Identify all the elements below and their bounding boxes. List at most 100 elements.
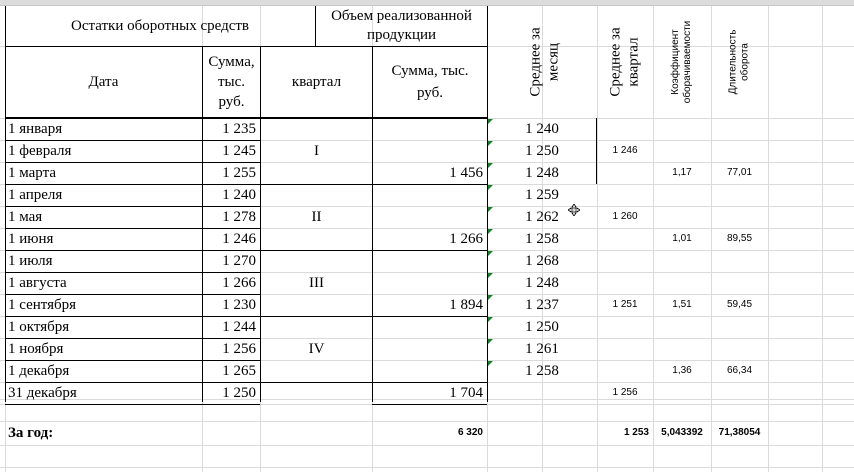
row-date[interactable]: 1 июля — [8, 253, 53, 269]
row-coef[interactable] — [653, 272, 711, 294]
row-avg-month[interactable]: 1 237 — [525, 297, 559, 313]
row-coef[interactable] — [653, 118, 711, 140]
row-sum[interactable]: 1 235 — [222, 121, 256, 137]
row-duration[interactable] — [711, 338, 768, 360]
row-duration[interactable]: 77,01 — [726, 167, 753, 178]
quarter-label[interactable]: III — [309, 275, 324, 291]
row-date[interactable]: 1 октября — [8, 319, 70, 335]
row-sum[interactable]: 1 265 — [222, 363, 256, 379]
total-avg-quarter[interactable]: 1 253 — [623, 427, 649, 438]
row-date[interactable]: 1 декабря — [8, 363, 70, 379]
row-date[interactable]: 1 апреля — [8, 187, 63, 203]
total-coef[interactable]: 5,043392 — [661, 427, 703, 438]
row-avg-quarter[interactable] — [597, 338, 653, 360]
row-avg-month[interactable]: 1 248 — [525, 275, 559, 291]
row-date[interactable]: 1 февраля — [8, 143, 72, 159]
row-date[interactable]: 1 июня — [8, 231, 54, 247]
row-duration[interactable] — [711, 118, 768, 140]
row-date[interactable]: 31 декабря — [8, 385, 77, 401]
row-avg-quarter[interactable] — [597, 118, 653, 140]
row-coef[interactable] — [653, 206, 711, 228]
row-date[interactable]: 1 ноября — [8, 341, 64, 357]
row-date[interactable]: 1 января — [8, 121, 63, 137]
row-coef[interactable] — [653, 184, 711, 206]
row-coef[interactable]: 1,36 — [672, 365, 692, 376]
row-coef[interactable] — [653, 338, 711, 360]
row-avg-quarter[interactable] — [597, 228, 653, 250]
row-avg-month[interactable]: 1 258 — [525, 231, 559, 247]
row-sales[interactable]: 1 894 — [449, 297, 483, 313]
row-avg-month[interactable]: 1 250 — [525, 143, 559, 159]
row-avg-month[interactable]: 1 268 — [525, 253, 559, 269]
row-avg-month[interactable]: 1 248 — [525, 165, 559, 181]
row-coef[interactable]: 1,17 — [672, 167, 692, 178]
total-label[interactable]: За год: — [8, 425, 54, 441]
row-sales[interactable] — [373, 206, 487, 228]
row-avg-quarter[interactable]: 1 260 — [612, 211, 638, 222]
row-duration[interactable]: 59,45 — [726, 299, 753, 310]
row-avg-quarter[interactable]: 1 246 — [612, 145, 638, 156]
quarter-label[interactable]: II — [311, 209, 322, 225]
row-sales[interactable] — [373, 360, 487, 382]
total-sales[interactable]: 6 320 — [457, 427, 483, 438]
row-duration[interactable] — [711, 140, 768, 162]
row-avg-quarter[interactable] — [597, 272, 653, 294]
row-coef[interactable] — [653, 382, 711, 404]
row-avg-quarter[interactable] — [597, 360, 653, 382]
row-coef[interactable]: 1,51 — [672, 299, 692, 310]
row-sum[interactable]: 1 250 — [222, 385, 256, 401]
row-date[interactable]: 1 августа — [8, 275, 67, 291]
row-sales[interactable] — [373, 272, 487, 294]
row-sum[interactable]: 1 270 — [222, 253, 256, 269]
row-duration[interactable]: 66,34 — [726, 365, 753, 376]
row-avg-quarter[interactable]: 1 256 — [612, 387, 638, 398]
row-sales[interactable] — [373, 184, 487, 206]
quarter-label[interactable]: IV — [308, 341, 325, 357]
row-sum[interactable]: 1 278 — [222, 209, 256, 225]
row-duration[interactable] — [711, 206, 768, 228]
row-coef[interactable] — [653, 140, 711, 162]
row-sales[interactable] — [373, 118, 487, 140]
row-avg-quarter[interactable] — [597, 162, 653, 184]
row-avg-quarter[interactable]: 1 251 — [612, 299, 638, 310]
row-date[interactable]: 1 марта — [8, 165, 56, 181]
row-sum[interactable]: 1 244 — [222, 319, 256, 335]
row-avg-month[interactable]: 1 240 — [525, 121, 559, 137]
row-duration[interactable] — [711, 382, 768, 404]
row-sales[interactable] — [373, 338, 487, 360]
row-coef[interactable] — [653, 316, 711, 338]
row-sales[interactable] — [373, 250, 487, 272]
row-duration[interactable] — [711, 316, 768, 338]
row-avg-quarter[interactable] — [597, 250, 653, 272]
row-sales[interactable]: 1 266 — [449, 231, 483, 247]
row-sum[interactable]: 1 245 — [222, 143, 256, 159]
row-sum[interactable]: 1 240 — [222, 187, 256, 203]
row-avg-month[interactable]: 1 258 — [525, 363, 559, 379]
row-avg-month[interactable]: 1 250 — [525, 319, 559, 335]
row-sum[interactable]: 1 230 — [222, 297, 256, 313]
row-date[interactable]: 1 мая — [8, 209, 43, 225]
row-avg-month[interactable]: 1 262 — [525, 209, 559, 225]
row-sales[interactable]: 1 456 — [449, 165, 483, 181]
row-sum[interactable]: 1 255 — [222, 165, 256, 181]
row-sales[interactable] — [373, 316, 487, 338]
row-avg-quarter[interactable] — [597, 316, 653, 338]
row-sales[interactable] — [373, 140, 487, 162]
row-avg-month[interactable] — [488, 382, 596, 404]
row-avg-quarter[interactable] — [597, 184, 653, 206]
row-avg-month[interactable]: 1 259 — [525, 187, 559, 203]
row-duration[interactable] — [711, 250, 768, 272]
row-duration[interactable] — [711, 272, 768, 294]
row-sum[interactable]: 1 246 — [222, 231, 256, 247]
row-duration[interactable]: 89,55 — [726, 233, 753, 244]
quarter-label[interactable]: I — [314, 143, 319, 159]
row-avg-month[interactable]: 1 261 — [525, 341, 559, 357]
total-duration[interactable]: 71,38054 — [718, 427, 761, 438]
row-sales[interactable]: 1 704 — [449, 385, 483, 401]
row-coef[interactable]: 1,01 — [672, 233, 692, 244]
row-date[interactable]: 1 сентября — [8, 297, 77, 313]
row-sum[interactable]: 1 266 — [222, 275, 256, 291]
row-coef[interactable] — [653, 250, 711, 272]
row-sum[interactable]: 1 256 — [222, 341, 256, 357]
